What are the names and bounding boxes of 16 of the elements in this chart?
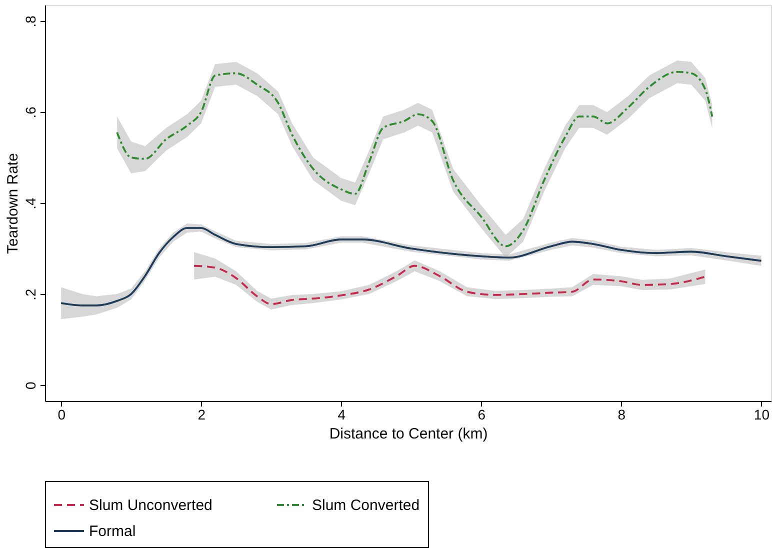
x-tick-label: 10 [754, 406, 770, 422]
x-tick-label: 6 [478, 406, 486, 422]
y-tick-label: .4 [22, 197, 38, 210]
y-axis-title: Teardown Rate [4, 153, 22, 254]
x-tick-label: 4 [338, 406, 346, 422]
legend-label: Slum Converted [312, 497, 420, 514]
legend-label: Slum Unconverted [89, 497, 212, 514]
y-tick-label: .8 [22, 15, 38, 28]
x-tick-label: 8 [618, 406, 626, 422]
y-tick-label: .6 [22, 106, 38, 118]
legend-label: Formal [89, 523, 136, 540]
y-tick-label: .2 [22, 288, 38, 300]
x-tick-label: 0 [58, 406, 66, 422]
y-tick-label: 0 [22, 381, 38, 390]
x-tick-label: 2 [198, 406, 206, 422]
x-axis-title: Distance to Center (km) [329, 426, 488, 442]
